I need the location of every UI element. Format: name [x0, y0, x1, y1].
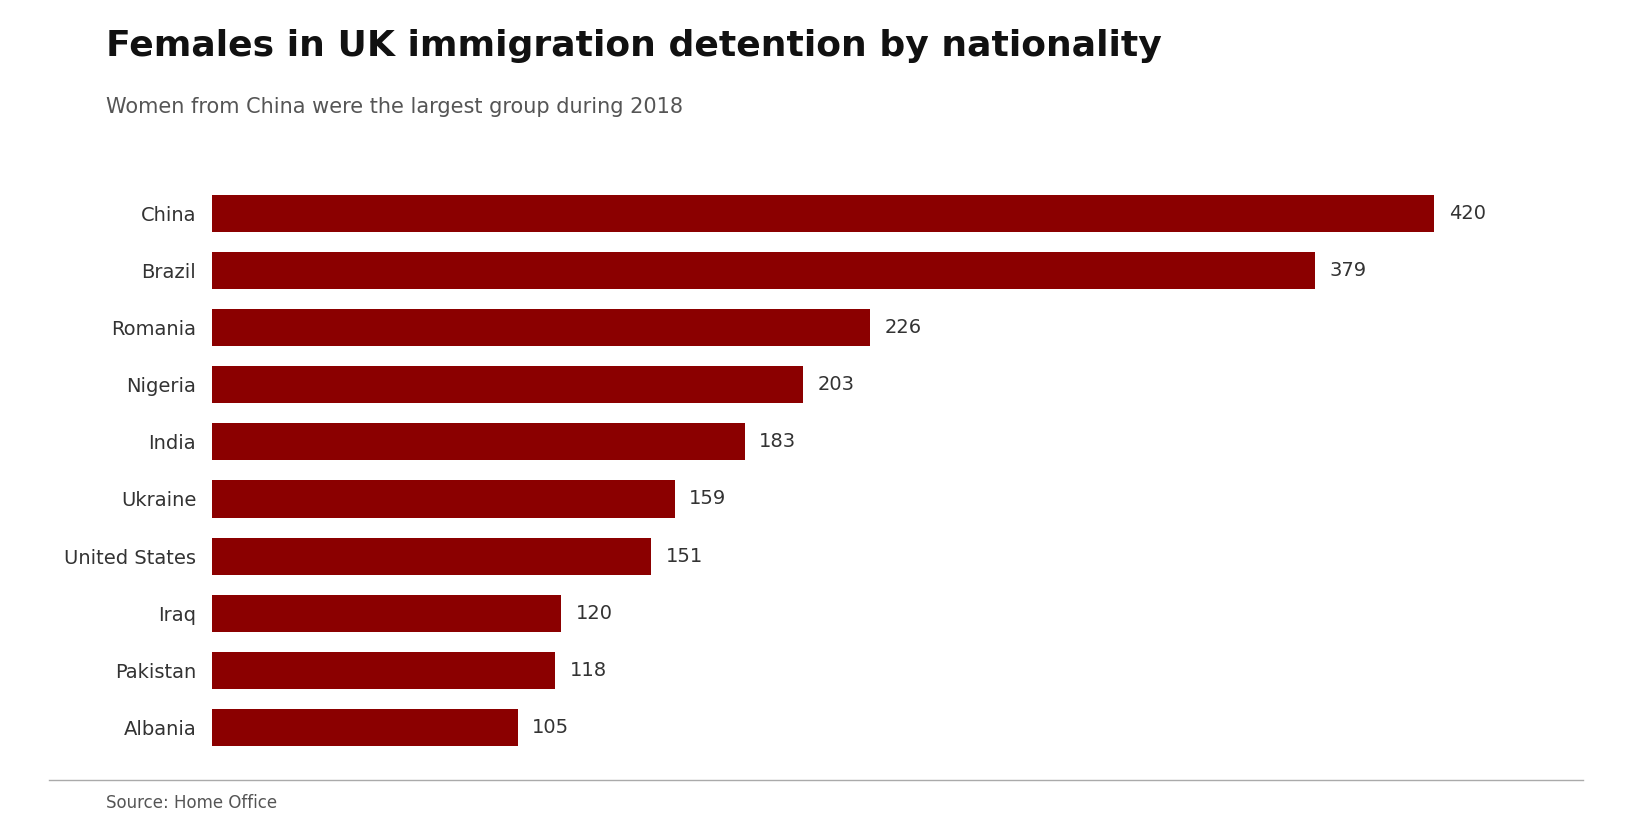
Text: 120: 120 — [576, 604, 612, 622]
Text: 420: 420 — [1449, 204, 1485, 223]
Bar — [212, 652, 555, 689]
Text: 183: 183 — [759, 433, 796, 451]
Text: 118: 118 — [570, 661, 607, 680]
Text: 105: 105 — [532, 718, 570, 737]
Bar — [212, 366, 803, 403]
Text: B: B — [1477, 798, 1490, 816]
Bar — [212, 480, 674, 517]
Bar — [212, 709, 517, 746]
Bar — [212, 538, 651, 575]
Text: 379: 379 — [1330, 261, 1366, 280]
Bar — [212, 595, 561, 632]
Text: Females in UK immigration detention by nationality: Females in UK immigration detention by n… — [106, 29, 1162, 63]
Text: C: C — [1559, 798, 1572, 816]
Bar — [212, 309, 870, 346]
Text: 226: 226 — [885, 318, 922, 337]
Bar — [212, 423, 744, 460]
Text: 203: 203 — [818, 375, 854, 394]
Text: Women from China were the largest group during 2018: Women from China were the largest group … — [106, 97, 684, 117]
Text: Source: Home Office: Source: Home Office — [106, 794, 277, 811]
Text: 151: 151 — [666, 547, 703, 565]
Bar — [212, 252, 1315, 289]
Text: 159: 159 — [689, 490, 726, 508]
Bar — [212, 195, 1435, 232]
Text: B: B — [1518, 798, 1531, 816]
